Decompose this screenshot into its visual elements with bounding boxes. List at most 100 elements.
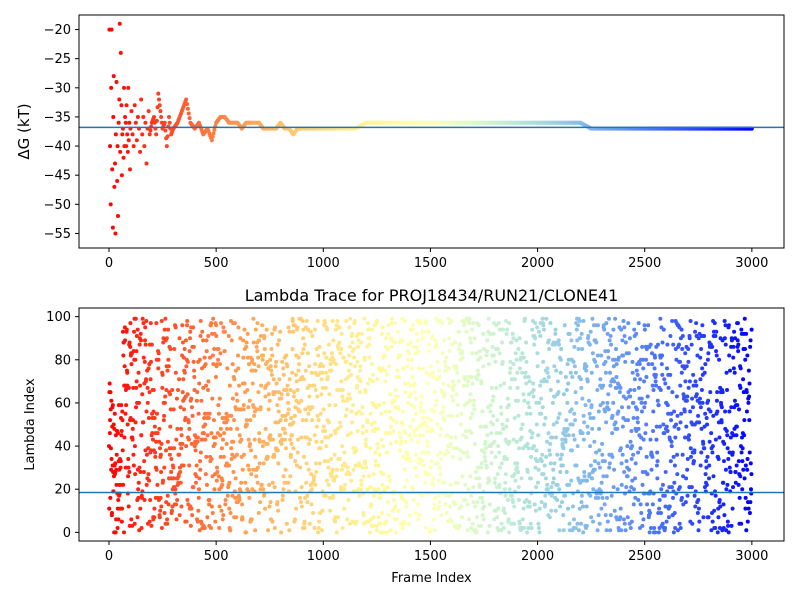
lambda-point [529,526,534,531]
lambda-point [630,370,635,375]
lambda-point [743,357,748,362]
lambda-point [374,528,379,533]
lambda-point [698,377,703,382]
lambda-point [587,411,592,416]
lambda-point [153,450,158,455]
y-tick-label: 20 [54,483,71,498]
lambda-point [256,390,261,395]
lambda-point [491,394,496,399]
lambda-point [290,433,294,438]
lambda-point [643,431,648,436]
lambda-point [501,526,506,531]
lambda-point [127,340,132,345]
lambda-point [621,318,626,323]
lambda-point [279,392,284,397]
lambda-point [695,353,700,358]
lambda-point [600,400,605,405]
lambda-point [149,448,154,453]
lambda-point [218,362,222,367]
lambda-point [185,323,189,328]
lambda-point [452,502,457,507]
lambda-point [745,353,750,358]
lambda-point [134,349,139,354]
lambda-point [460,351,465,356]
lambda-point [243,530,248,535]
lambda-point [136,370,141,375]
lambda-point [254,344,259,349]
lambda-point [275,500,280,505]
lambda-point [261,461,266,466]
lambda-point [258,334,263,339]
lambda-point [534,448,539,453]
lambda-point [143,342,148,347]
lambda-point [190,413,195,418]
lambda-point [231,469,236,474]
lambda-point [541,323,546,328]
lambda-point [254,407,259,412]
lambda-point [342,506,347,511]
lambda-point [372,493,377,498]
lambda-point [340,526,345,531]
lambda-point [556,390,561,395]
lambda-point [341,398,346,403]
lambda-point [534,485,539,490]
lambda-point [409,366,414,371]
lambda-point [229,338,234,343]
lambda-point [198,450,203,455]
lambda-point [636,385,641,390]
lambda-point [342,487,347,492]
lambda-point [468,474,473,479]
lambda-point [321,407,326,412]
lambda-point [493,454,498,459]
lambda-point [699,346,704,351]
lambda-point [315,530,320,535]
lambda-point [511,500,516,505]
lambda-point [635,416,640,421]
lambda-point [121,353,126,358]
lambda-point [581,413,586,418]
lambda-point [447,349,452,354]
lambda-point [686,437,691,442]
x-tick-label: 0 [105,256,113,271]
lambda-point [367,336,372,341]
delta-g-point [125,132,130,137]
lambda-point [173,487,178,492]
lambda-point [680,452,685,457]
lambda-point [615,426,620,431]
lambda-point [262,334,267,339]
lambda-point [738,366,743,371]
lambda-point [469,526,474,531]
lambda-point [109,457,114,462]
lambda-point [252,413,257,418]
lambda-point [332,452,337,457]
lambda-point [666,385,671,390]
lambda-point [655,459,660,464]
lambda-point [461,383,466,388]
lambda-point [704,465,709,470]
lambda-point [346,375,351,380]
lambda-point [442,338,447,343]
lambda-point [714,353,719,358]
lambda-point [155,431,160,436]
lambda-point [139,433,144,438]
lambda-point [485,530,490,535]
lambda-point [442,392,447,397]
lambda-point [144,452,149,457]
lambda-point [514,439,519,444]
lambda-point [507,321,512,326]
lambda-point [346,498,351,503]
lambda-point [198,318,203,323]
lambda-point [197,487,201,492]
lambda-point [148,377,153,382]
lambda-point [413,465,418,470]
lambda-point [369,422,374,427]
lambda-point [575,521,580,526]
lambda-point [212,441,217,446]
lambda-point [654,437,659,442]
lambda-point [179,433,184,438]
lambda-point [272,454,277,459]
lambda-point [622,469,627,474]
lambda-point [558,469,563,474]
lambda-point [731,344,736,349]
lambda-point [149,342,154,347]
